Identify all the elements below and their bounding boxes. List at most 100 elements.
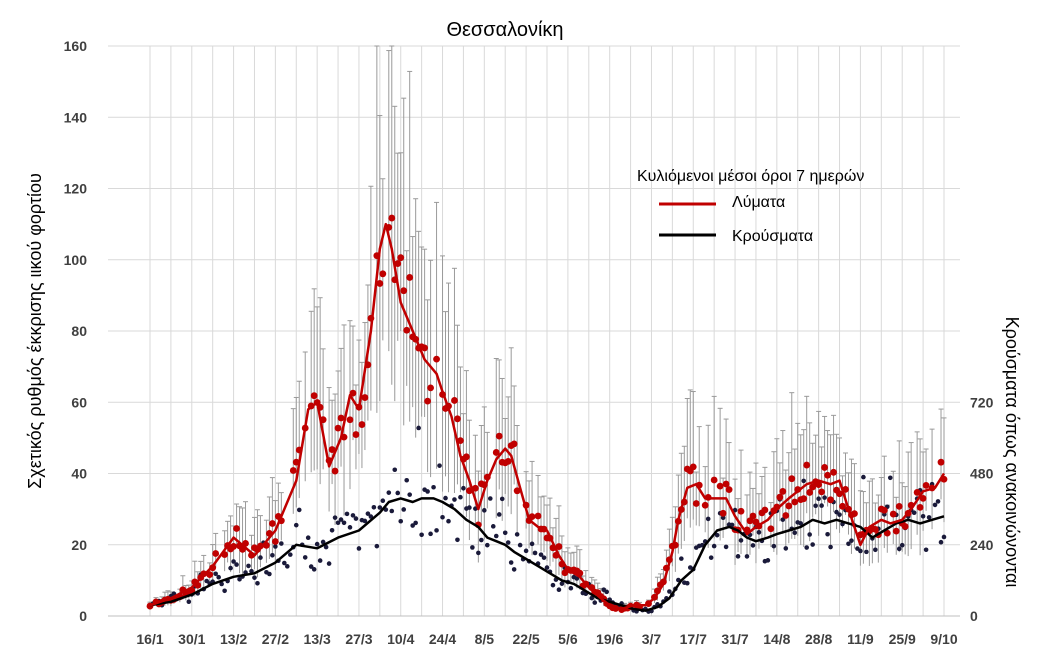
case-point <box>329 528 335 533</box>
case-point <box>452 497 457 502</box>
case-point <box>896 546 902 552</box>
case-point <box>434 528 439 533</box>
case-point <box>911 510 917 516</box>
case-point <box>550 582 556 588</box>
wastewater-point <box>427 384 434 392</box>
case-point <box>846 541 851 547</box>
x-tick-label: 9/10 <box>930 631 957 647</box>
x-tick-label: 14/8 <box>763 631 790 647</box>
wastewater-point <box>403 326 411 334</box>
x-tick-label: 30/1 <box>178 631 205 647</box>
wastewater-point <box>800 495 808 503</box>
y-tick-label: 60 <box>71 394 87 410</box>
wastewater-point <box>806 489 814 496</box>
wastewater-point <box>492 449 500 456</box>
y-tick-label: 0 <box>79 608 87 624</box>
wastewater-point <box>901 523 909 530</box>
case-point <box>362 518 368 524</box>
case-point <box>923 547 929 553</box>
chart-title: Θεσσαλονίκη <box>446 19 563 41</box>
wastewater-point <box>922 481 930 489</box>
case-point <box>711 543 717 549</box>
x-tick-label: 13/2 <box>220 631 247 647</box>
case-point <box>684 580 690 586</box>
case-point <box>317 558 323 563</box>
case-point <box>389 508 395 514</box>
case-point <box>341 520 347 526</box>
wastewater-point <box>212 550 220 557</box>
y-axis-label: Σχετικός ρυθμός έκκρισης ιικού φορτίου <box>25 173 45 489</box>
case-point <box>279 541 284 546</box>
case-point <box>825 531 830 537</box>
wastewater-point <box>782 512 790 519</box>
case-point <box>792 530 798 536</box>
wastewater-point <box>394 260 402 267</box>
x-tick-label: 17/7 <box>680 631 707 647</box>
wastewater-point <box>761 506 769 514</box>
case-point <box>556 587 562 593</box>
case-point <box>496 512 502 517</box>
wastewater-point <box>836 490 843 498</box>
y2-tick-label: 240 <box>970 537 994 553</box>
wastewater-point <box>809 483 817 491</box>
case-point <box>476 550 481 556</box>
case-point <box>365 511 371 516</box>
case-point <box>216 574 221 580</box>
wastewater-point <box>791 498 799 506</box>
case-point <box>252 575 257 580</box>
y-axis-ticks: 0 20 40 60 80 100 120 140 160 <box>64 38 88 624</box>
case-point <box>801 478 807 484</box>
wastewater-point <box>701 501 709 509</box>
wastewater-point <box>454 415 461 423</box>
case-point <box>738 538 744 543</box>
case-point <box>816 496 821 502</box>
case-point <box>538 552 544 557</box>
case-point <box>502 530 508 536</box>
wastewater-point <box>737 507 745 515</box>
wastewater-point <box>271 538 279 545</box>
case-point <box>744 554 750 559</box>
case-point <box>720 515 726 521</box>
case-point <box>344 511 350 517</box>
case-point <box>431 484 436 490</box>
wastewater-point <box>830 468 837 476</box>
case-point <box>234 562 239 567</box>
x-tick-label: 27/2 <box>262 631 289 647</box>
case-point <box>419 532 424 538</box>
x-tick-label: 13/3 <box>304 631 331 647</box>
case-point <box>395 490 401 496</box>
case-point <box>544 565 550 570</box>
case-point <box>228 565 233 571</box>
case-point <box>302 555 308 560</box>
case-point <box>771 543 777 549</box>
case-point <box>810 542 815 547</box>
case-point <box>926 515 932 520</box>
case-point <box>723 544 729 550</box>
wastewater-point <box>346 416 354 424</box>
case-point <box>873 547 878 553</box>
y2-axis-label: Κρούσματα όπως ανακοινώνονται <box>1002 317 1022 588</box>
wastewater-point <box>880 506 888 514</box>
y-tick-label: 100 <box>64 252 88 268</box>
x-tick-label: 27/3 <box>345 631 372 647</box>
case-point <box>311 567 317 572</box>
x-tick-label: 16/1 <box>136 631 163 647</box>
wastewater-point <box>400 287 408 295</box>
case-point <box>482 508 487 513</box>
case-point <box>204 578 210 584</box>
x-tick-label: 19/6 <box>596 631 623 647</box>
case-point <box>428 531 433 537</box>
y-tick-label: 140 <box>64 109 88 125</box>
wastewater-point <box>818 488 826 496</box>
case-point <box>326 561 332 566</box>
wastewater-point <box>815 481 823 488</box>
case-point <box>287 552 293 557</box>
case-point <box>514 532 520 537</box>
case-point <box>467 505 472 510</box>
wastewater-point <box>555 543 563 550</box>
wastewater-point <box>495 432 503 440</box>
wastewater-point <box>379 270 387 278</box>
y-tick-label: 120 <box>64 181 88 197</box>
case-point <box>270 552 275 558</box>
case-point <box>485 542 490 548</box>
